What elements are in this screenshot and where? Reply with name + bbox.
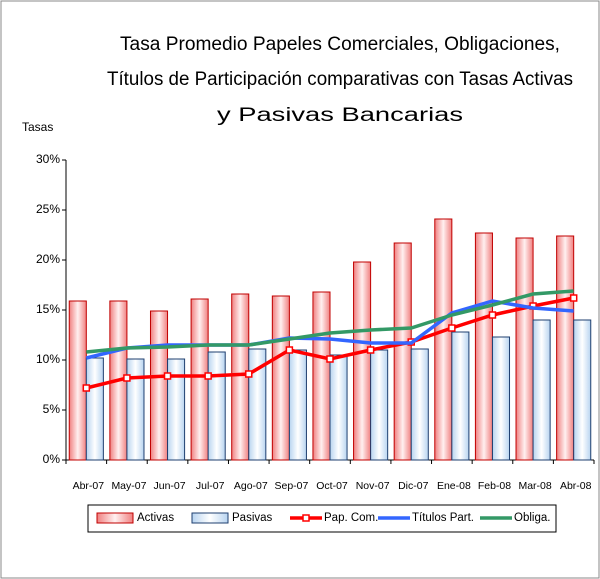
legend-swatch	[191, 512, 229, 524]
y-tick-label: 0%	[43, 452, 61, 466]
legend-label: Obliga.	[514, 512, 550, 524]
x-tick-label: Nov-07	[356, 480, 390, 492]
y-tick-label: 30%	[36, 152, 60, 166]
bar	[207, 351, 226, 461]
bar	[556, 235, 575, 461]
x-tick-label: Ago-07	[234, 480, 268, 492]
bar	[85, 357, 104, 461]
legend-label: Pap. Com.	[324, 512, 378, 524]
marker	[326, 355, 334, 363]
y-tick-label: 15%	[36, 302, 60, 316]
bar	[474, 232, 493, 461]
y-tick-label: 5%	[43, 402, 61, 416]
bar	[248, 348, 267, 461]
y-tick-label: 25%	[36, 202, 60, 216]
x-tick-label: Abr-08	[560, 480, 592, 492]
chart-title: Tasa Promedio Papeles Comerciales, Oblig…	[120, 34, 560, 55]
legend-label: Pasivas	[232, 512, 273, 524]
bar	[573, 319, 592, 461]
line	[86, 289, 574, 354]
legend-label: Títulos Part.	[412, 512, 474, 524]
x-tick-label: Mar-08	[518, 480, 551, 492]
x-tick-label: Dic-07	[398, 480, 429, 492]
bar	[410, 348, 429, 461]
legend-marker	[302, 514, 310, 522]
marker	[366, 346, 375, 354]
x-tick-label: Sep-07	[274, 480, 308, 492]
marker	[448, 324, 456, 332]
marker	[245, 370, 253, 378]
chart-title: Títulos de Participación comparativas co…	[107, 69, 573, 90]
x-tick-label: Ene-08	[437, 480, 471, 492]
bar	[515, 237, 534, 461]
y-tick-label: 10%	[36, 352, 60, 366]
x-tick-label: May-07	[111, 480, 146, 492]
bar	[329, 354, 348, 461]
marker	[488, 311, 497, 319]
bar	[370, 349, 389, 461]
legend-label: Activas	[137, 512, 174, 524]
x-tick-label: Abr-07	[73, 480, 105, 492]
bar	[271, 295, 290, 461]
marker	[204, 372, 212, 380]
marker	[163, 372, 172, 380]
marker	[285, 346, 294, 354]
bar	[167, 358, 186, 461]
marker	[123, 374, 131, 382]
bar	[312, 291, 331, 461]
x-tick-label: Jun-07	[154, 480, 186, 492]
bar	[353, 261, 372, 461]
bar	[126, 358, 145, 461]
bar	[288, 349, 307, 461]
y-tick-label: 20%	[36, 252, 60, 266]
line	[85, 299, 574, 360]
bar	[532, 319, 551, 461]
bar	[451, 331, 470, 461]
marker	[569, 294, 578, 302]
x-tick-label: Oct-07	[316, 480, 348, 492]
x-tick-label: Feb-08	[478, 480, 511, 492]
legend-swatch	[96, 512, 134, 524]
bar	[149, 310, 169, 461]
bar	[68, 300, 87, 461]
bar	[434, 218, 453, 461]
chart-title: y Pasivas Bancarias	[217, 105, 463, 126]
marker	[82, 384, 91, 392]
bar	[393, 242, 412, 461]
x-tick-label: Jul-07	[196, 480, 225, 492]
bar	[491, 336, 511, 461]
y-axis-label: Tasas	[22, 120, 53, 134]
